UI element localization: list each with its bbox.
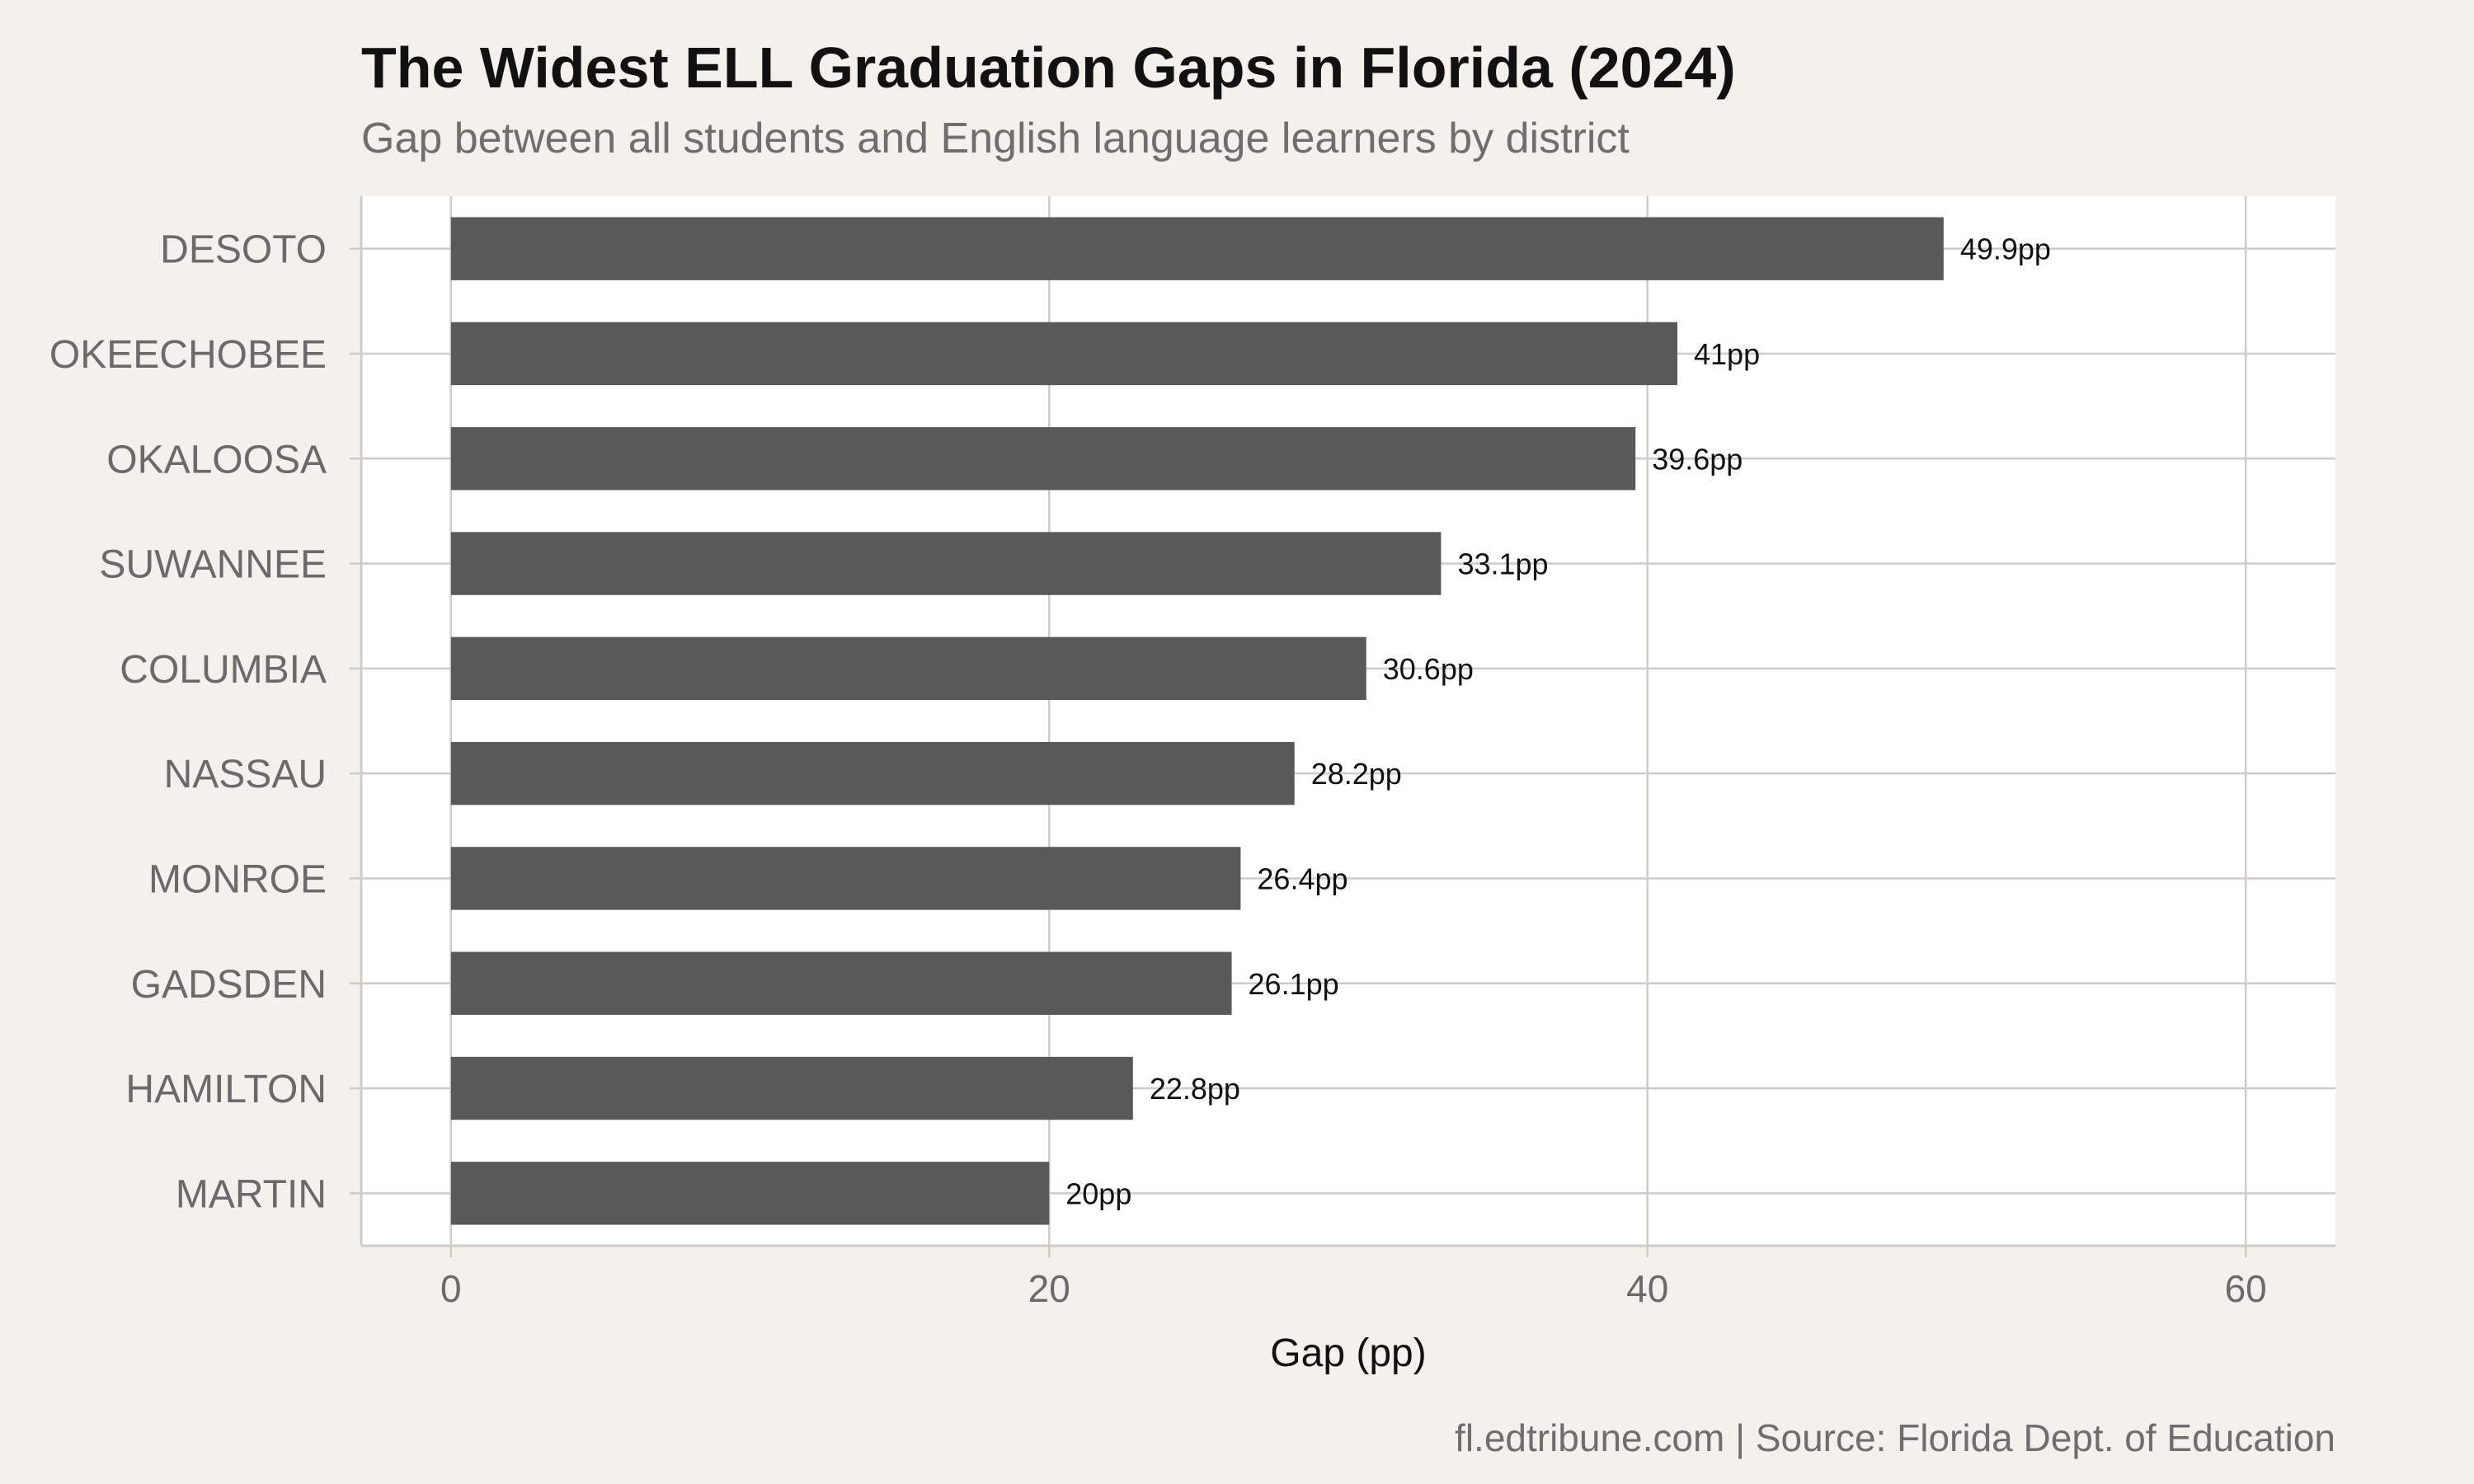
x-tick-label: 20 <box>1028 1267 1070 1310</box>
x-tick-label: 40 <box>1626 1267 1668 1310</box>
bar <box>450 427 1636 491</box>
bar <box>450 951 1232 1015</box>
category-label: OKALOOSA <box>106 438 327 481</box>
category-label: DESOTO <box>160 228 327 272</box>
labels: 0 20 40 60 DESOTO 49.9pp OKEECHOBEE 41pp OKALOOS… <box>49 228 2267 1310</box>
value-label: 49.9pp <box>1960 232 2051 266</box>
category-label: SUWANNEE <box>99 543 327 587</box>
bars <box>450 217 1944 1225</box>
axes <box>350 196 2335 1257</box>
bar <box>450 741 1295 805</box>
value-label: 33.1pp <box>1457 547 1548 581</box>
source-caption: fl.edtribune.com | Source: Florida Dept.… <box>1455 1416 2335 1459</box>
bar <box>450 847 1241 910</box>
category-label: MONROE <box>148 857 327 901</box>
category-label: NASSAU <box>164 753 327 796</box>
x-tick-label: 0 <box>440 1267 462 1310</box>
x-axis-title: Gap (pp) <box>1270 1331 1426 1375</box>
value-label: 39.6pp <box>1652 442 1743 476</box>
x-tick-label: 60 <box>2225 1267 2267 1310</box>
category-label: HAMILTON <box>125 1068 327 1111</box>
value-label: 26.1pp <box>1249 967 1339 1001</box>
category-label: COLUMBIA <box>120 648 327 692</box>
bar <box>450 217 1944 280</box>
category-label: OKEECHOBEE <box>49 333 327 377</box>
bar <box>450 636 1366 701</box>
value-label: 30.6pp <box>1383 652 1474 686</box>
chart-title: The Widest ELL Graduation Gaps in Florid… <box>361 35 1736 100</box>
bar <box>450 532 1442 595</box>
bar <box>450 322 1678 386</box>
chart-subtitle: Gap between all students and English lan… <box>361 115 1630 162</box>
value-label: 41pp <box>1694 337 1760 371</box>
value-label: 20pp <box>1065 1176 1131 1210</box>
value-label: 28.2pp <box>1311 757 1402 791</box>
bar <box>450 1056 1133 1120</box>
bar <box>450 1162 1050 1225</box>
category-label: MARTIN <box>176 1172 327 1216</box>
category-label: GADSDEN <box>131 963 327 1007</box>
value-label: 22.8pp <box>1150 1072 1240 1106</box>
value-label: 26.4pp <box>1257 862 1348 895</box>
